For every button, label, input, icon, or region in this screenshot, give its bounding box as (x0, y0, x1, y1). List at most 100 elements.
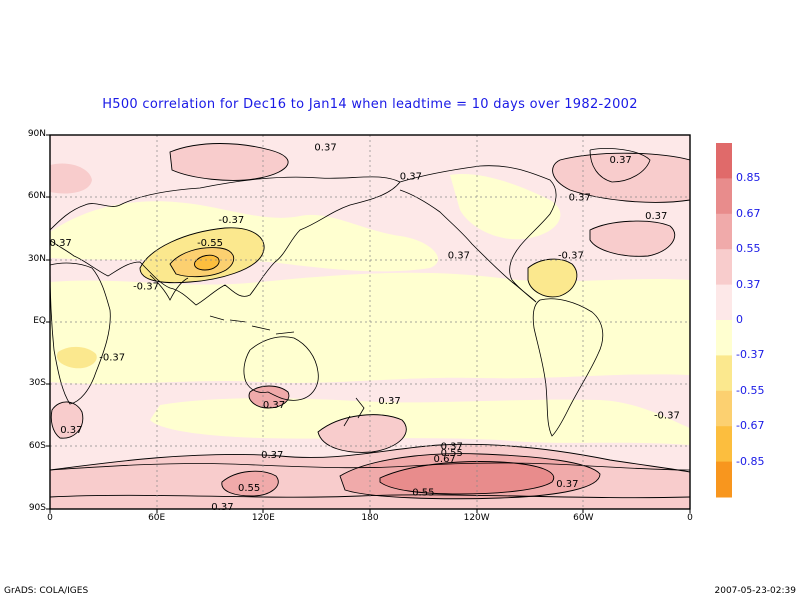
contour-label: -0.37 (133, 282, 159, 293)
lat-label: 90N (27, 129, 46, 139)
contour-line (552, 152, 690, 203)
lon-label: 60E (148, 513, 166, 523)
contour-line (169, 247, 235, 278)
contour-label: 0.37 (378, 396, 400, 407)
contour-label: 0.37 (448, 251, 470, 262)
legend-label: 0.67 (736, 206, 761, 220)
contour-line (139, 227, 265, 284)
lat-label: 30S (28, 378, 46, 389)
legend-label: -0.55 (736, 383, 765, 397)
legend-label: -0.67 (736, 419, 765, 433)
contour-line (50, 443, 690, 473)
field-neg85-asia (194, 255, 220, 270)
lon-label: 0 (47, 513, 53, 523)
coastlines (50, 148, 690, 471)
lat-label: 60S (28, 440, 46, 451)
gridlines (50, 135, 690, 509)
legend-swatch (716, 461, 732, 498)
legend-swatch (716, 249, 732, 286)
legend-swatch (716, 284, 732, 321)
contour-label: 0.37 (50, 238, 72, 249)
contour-line (317, 414, 407, 453)
field-pos37-south-atlantic-west (51, 401, 83, 439)
contour-label: 0.37 (60, 425, 82, 436)
contour-line (194, 254, 220, 271)
contour-lines (50, 143, 690, 500)
contour-label: 0.37 (261, 450, 283, 461)
contour-label: 0.37 (211, 502, 233, 513)
footer-credit: GrADS: COLA/IGES (4, 586, 89, 596)
coastline-antarctica (50, 462, 690, 471)
contour-line (50, 401, 84, 439)
contour-line (339, 453, 601, 500)
contour-label: -0.55 (197, 238, 223, 249)
field-pos67-southern (380, 461, 554, 494)
legend-swatch (716, 390, 732, 427)
coastline-africa (50, 262, 111, 405)
lat-label: EQ (33, 316, 46, 326)
lon-label: 0 (687, 513, 693, 523)
footer-timestamp: 2007-05-23-02:39 (714, 586, 797, 596)
contour-line (50, 494, 690, 499)
lat-label: 60N (27, 191, 46, 202)
contour-label: 0.37 (400, 172, 422, 183)
contour-line (379, 461, 555, 495)
lon-label: 120E (251, 513, 275, 523)
contour-labels: 0.37 0.37 0.37 0.37 0.37 -0.37 0.37 -0.55 -0.37 0… (50, 142, 680, 512)
legend-label: 0.85 (736, 171, 761, 185)
legend-label: -0.85 (736, 454, 765, 468)
legend-swatch (716, 426, 732, 463)
contour-label: 0.37 (263, 400, 285, 411)
field-neg55-indian (56, 346, 97, 369)
coastline-australia (243, 336, 319, 401)
field-pos37-pacific-north (552, 153, 690, 203)
contour-label: -0.37 (99, 352, 125, 363)
legend-swatch (716, 178, 732, 215)
field-pos55-australia (249, 386, 289, 408)
contour-label: 0.37 (556, 479, 578, 490)
contour-label: 0.37 (569, 192, 591, 203)
legend-swatch (716, 213, 732, 250)
legend-swatch (716, 355, 732, 392)
contour-label: -0.37 (654, 411, 680, 422)
coastline-south-america (532, 298, 604, 437)
contour-label: 0.67 (434, 454, 456, 465)
contour-line (221, 470, 279, 497)
contour-line (248, 385, 290, 409)
axis-ticks (46, 134, 691, 513)
contour-line (589, 220, 676, 257)
field-pos37-arctic (170, 143, 289, 181)
field-band-neg37-atlantic (450, 174, 561, 240)
contour-label: 0.37 (441, 442, 463, 453)
field-pos37-atlantic-north (590, 221, 675, 257)
contour-label: 0.55 (412, 487, 434, 498)
lat-label: 90S (28, 503, 46, 513)
lon-label: 180 (361, 513, 379, 523)
contour-label: 0.55 (238, 483, 260, 494)
contour-label: 0.37 (610, 155, 632, 166)
field-pos37-nz (318, 414, 407, 453)
field-band-neg37-pacific-south (150, 398, 690, 445)
contour-label: 0.55 (441, 448, 463, 459)
field-pos37-europe (50, 163, 92, 194)
legend-label: 0.37 (736, 277, 761, 291)
contour-label: 0.37 (314, 142, 336, 153)
contour-line (527, 258, 578, 298)
field-pos55-south-indian (221, 471, 279, 496)
contour-label: -0.37 (218, 215, 244, 226)
lon-label: 120W (463, 513, 490, 523)
coastline-indonesia (209, 315, 295, 335)
legend-colorbar (716, 143, 732, 498)
legend-swatch (716, 320, 732, 356)
coastline-north-america (399, 165, 557, 303)
field-band-neg37-tropics (50, 272, 690, 384)
lat-label: 30N (27, 253, 46, 264)
field-neg55-caribbean (528, 259, 577, 297)
legend-label: 0.55 (736, 242, 761, 256)
coastline-nz (343, 397, 365, 427)
lon-label: 60W (573, 513, 594, 523)
legend-swatch (716, 143, 732, 179)
coastline-eurasia (50, 176, 401, 306)
legend-label: 0 (736, 313, 743, 326)
contour-label: 0.37 (645, 211, 667, 222)
